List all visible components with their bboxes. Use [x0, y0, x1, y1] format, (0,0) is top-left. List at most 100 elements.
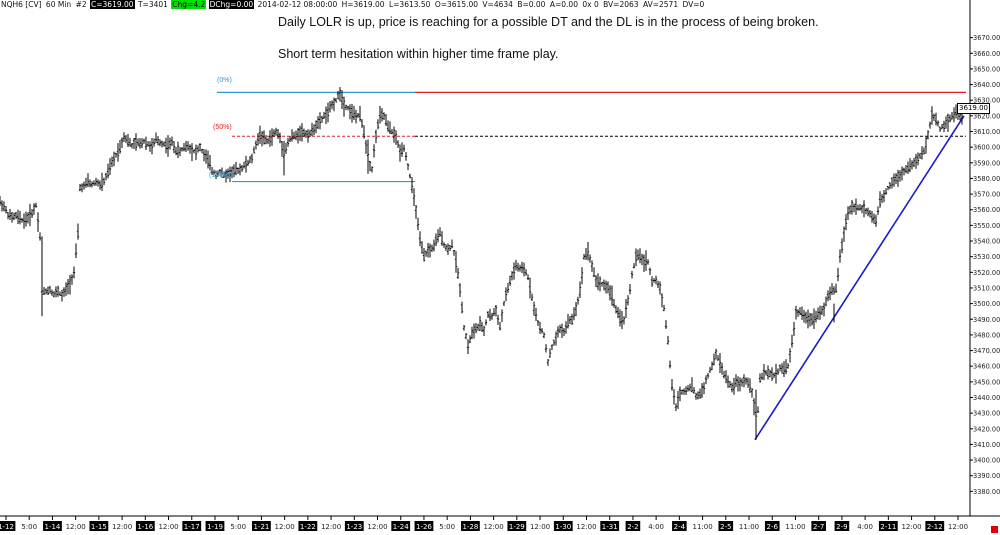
low-value: L=3613.50 [388, 0, 431, 9]
price-bars [0, 87, 964, 440]
x-tick-label: 1-24 [393, 523, 409, 531]
ticks-value: T=3401 [137, 0, 168, 9]
x-tick-label: 1-22 [300, 523, 316, 531]
datetime-value: 2014-02-12 08:00:00 [257, 0, 338, 9]
x-tick-label: 1-21 [253, 523, 269, 531]
x-date-box [252, 521, 271, 531]
x-tick-label: 2-7 [813, 523, 824, 531]
x-date-box [718, 521, 734, 531]
annotation-line-2: Short term hesitation within higher time… [278, 47, 559, 61]
y-tick-label: 3460.00 [973, 363, 1000, 371]
y-tick-label: 3450.00 [973, 378, 1000, 386]
ask-value: A=0.00 [549, 0, 578, 9]
x-tick-label: 1-14 [44, 523, 60, 531]
x-tick-label: 2-9 [836, 523, 847, 531]
symbol-label: NQH6 [CV] [1, 0, 42, 9]
last-price-tag: 3619.00 [957, 103, 990, 114]
x-tick-label: 12:00 [576, 523, 596, 531]
y-tick-label: 3600.00 [973, 144, 1000, 152]
x-tick-label: 1-15 [91, 523, 107, 531]
x-date-box [135, 521, 155, 531]
x-tick-label: 4:00 [857, 523, 873, 531]
status-indicator [991, 526, 998, 533]
x-tick-label: 12:00 [367, 523, 387, 531]
x-tick-label: 5:00 [21, 523, 37, 531]
y-tick-label: 3650.00 [973, 65, 1000, 73]
x-date-box [507, 521, 527, 531]
x-date-box [298, 521, 318, 531]
y-tick-label: 3470.00 [973, 347, 1000, 355]
x-date-box [391, 521, 411, 531]
close-value: C=3619.00 [90, 0, 135, 9]
ox-value: 0x 0 [582, 0, 599, 9]
x-date-box [43, 521, 62, 531]
x-tick-label: 2-4 [674, 523, 686, 531]
x-date-box [0, 521, 16, 531]
x-tick-label: 2-5 [720, 523, 731, 531]
y-tick-label: 3380.00 [973, 488, 1000, 496]
y-tick-label: 3480.00 [973, 331, 1000, 339]
x-date-box [344, 521, 364, 531]
x-tick-label: 11:00 [692, 523, 712, 531]
x-tick-label: 1-16 [137, 523, 153, 531]
drawing-layer[interactable] [217, 91, 966, 441]
x-axis: 1-12 5:00 1-14 12:00 1-15 12:00 1-16 12:00 1-17 1… [0, 515, 1000, 531]
y-tick-label: 3430.00 [973, 410, 1000, 418]
x-tick-label: 2-2 [627, 523, 638, 531]
x-tick-label: 12:00 [484, 523, 504, 531]
y-tick-label: 3640.00 [973, 81, 1000, 89]
x-date-box [182, 521, 202, 531]
y-tick-label: 3550.00 [973, 222, 1000, 230]
x-tick-label: 12:00 [275, 523, 295, 531]
x-tick-label: 2-12 [927, 523, 943, 531]
x-tick-label: 2-11 [880, 523, 896, 531]
y-tick-label: 3610.00 [973, 128, 1000, 136]
fib-100-label: (100%) [209, 172, 232, 179]
y-tick-label: 3560.00 [973, 206, 1000, 214]
x-tick-label: 1-31 [602, 523, 618, 531]
x-tick-label: 1-30 [555, 523, 571, 531]
symbol-header: NQH6 [CV] 60 Min #2 C=3619.00 T=3401 Chg… [0, 0, 705, 10]
av-value: AV=2571 [642, 0, 679, 9]
y-axis: 3380.00 3390.00 3400.00 3410.00 3420.00 3430.… [969, 0, 1000, 516]
dchange-value: DChg=0.00 [208, 0, 255, 9]
y-tick-label: 3630.00 [973, 97, 1000, 105]
y-tick-label: 3670.00 [973, 34, 1000, 42]
volume-value: V=4634 [482, 0, 513, 9]
y-tick-label: 3580.00 [973, 175, 1000, 183]
x-tick-label: 12:00 [112, 523, 132, 531]
y-tick-label: 3520.00 [973, 269, 1000, 277]
x-tick-label: 5:00 [230, 523, 246, 531]
interval-label: 60 Min [45, 0, 72, 9]
x-tick-label: 12:00 [530, 523, 550, 531]
x-tick-label: 12:00 [66, 523, 86, 531]
y-tick-label: 3490.00 [973, 316, 1000, 324]
y-tick-label: 3410.00 [973, 441, 1000, 449]
y-tick-label: 3660.00 [973, 50, 1000, 58]
x-tick-label: 12:00 [321, 523, 341, 531]
high-value: H=3619.00 [341, 0, 385, 9]
y-tick-label: 3420.00 [973, 425, 1000, 433]
y-tick-label: 3590.00 [973, 159, 1000, 167]
x-date-box [89, 521, 109, 531]
x-date-box [925, 521, 945, 531]
x-tick-label: 1-26 [416, 523, 432, 531]
y-tick-label: 3530.00 [973, 253, 1000, 261]
x-tick-label: 11:00 [739, 523, 759, 531]
change-value: Chg=4.2 [171, 0, 207, 9]
x-tick-label: 12:00 [948, 523, 968, 531]
annotation-line-1: Daily LOLR is up, price is reaching for … [278, 15, 819, 29]
fib-50-label: (50%) [213, 124, 232, 131]
x-date-box [600, 521, 620, 531]
x-tick-label: 1-17 [184, 523, 200, 531]
x-date-box [205, 521, 225, 531]
x-date-box [811, 521, 826, 531]
y-tick-label: 3540.00 [973, 238, 1000, 246]
x-tick-label: 1-23 [346, 523, 362, 531]
fib-0-label: (0%) [217, 77, 232, 84]
x-date-box [834, 521, 850, 531]
x-date-box [460, 521, 480, 531]
y-tick-label: 3510.00 [973, 284, 1000, 292]
bid-value: B=0.00 [517, 0, 546, 9]
